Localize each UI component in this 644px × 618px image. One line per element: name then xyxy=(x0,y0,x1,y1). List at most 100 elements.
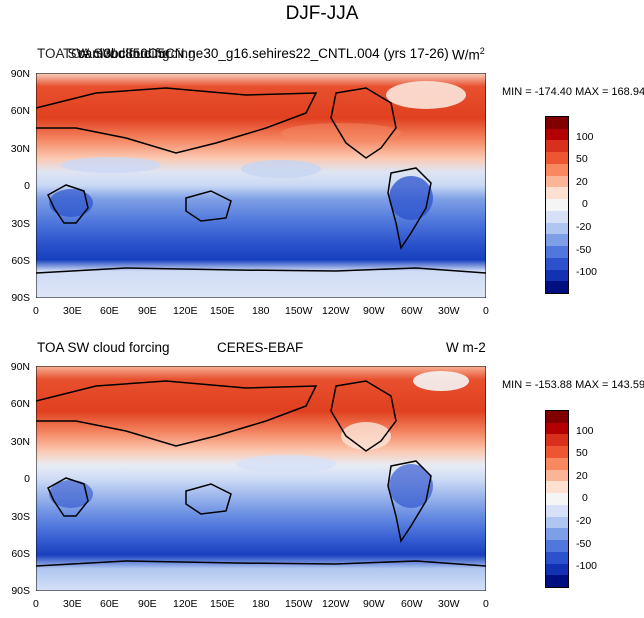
panel1-equatorial-pacific xyxy=(241,160,321,178)
colorbar-swatch xyxy=(546,175,568,188)
panel2-map xyxy=(35,365,487,592)
panel2-australia-coastline xyxy=(185,483,232,515)
lon-label: 0 xyxy=(483,598,489,610)
colorbar-swatch xyxy=(546,140,568,153)
lon-label: 60E xyxy=(100,598,119,610)
panel2-africa-coastline xyxy=(47,477,89,517)
colorbar-swatch xyxy=(546,551,568,564)
lon-label: 0 xyxy=(33,305,39,317)
panel2-equatorial-pacific xyxy=(236,455,336,473)
colorbar-swatch xyxy=(546,457,568,470)
lon-label: 150E xyxy=(210,598,235,610)
panel2-south-africa-region xyxy=(49,480,93,508)
lat-label: 30S xyxy=(11,511,30,523)
colorbar-label: 50 xyxy=(576,447,588,459)
colorbar-swatch xyxy=(546,222,568,235)
lon-label: 60W xyxy=(401,305,423,317)
panel1-map xyxy=(35,72,487,299)
panel1-map-svg xyxy=(35,72,487,299)
colorbar-label: -20 xyxy=(576,221,592,233)
lat-label: 60S xyxy=(11,548,30,560)
lat-label: 30N xyxy=(10,436,30,448)
colorbar-swatch xyxy=(546,493,568,505)
panel1-colorbar xyxy=(545,116,569,294)
colorbar-swatch xyxy=(546,575,568,587)
colorbar-swatch xyxy=(546,257,568,270)
colorbar-label: 20 xyxy=(576,176,588,188)
colorbar-swatch xyxy=(546,434,568,447)
lon-label: 150E xyxy=(210,305,235,317)
colorbar-swatch xyxy=(546,117,568,129)
panel1-units-text: W/m xyxy=(452,47,480,63)
panel2-north-america-coastline xyxy=(330,380,397,452)
lat-label: 0 xyxy=(24,180,30,192)
colorbar-swatch xyxy=(546,128,568,141)
lon-label: 120E xyxy=(173,598,198,610)
panel2-map-svg xyxy=(35,365,487,592)
lat-label: 90S xyxy=(11,292,30,304)
lat-label: 90N xyxy=(10,361,30,373)
colorbar-swatch xyxy=(546,446,568,458)
lon-label: 90W xyxy=(363,305,385,317)
colorbar-label: -100 xyxy=(576,266,598,278)
panel2-greenland-region xyxy=(413,371,469,391)
panel1-amazon-region xyxy=(389,176,433,220)
colorbar-swatch xyxy=(546,528,568,541)
panel1-left-title: TOA SW cloud forcing xyxy=(37,46,170,61)
lon-label: 120E xyxy=(173,305,198,317)
colorbar-swatch xyxy=(546,281,568,293)
panel2-south-america-coastline xyxy=(387,460,432,543)
colorbar-label: 0 xyxy=(582,198,588,210)
colorbar-swatch xyxy=(546,152,568,164)
panel2-antarctica-coastline xyxy=(35,560,487,567)
lat-label: 0 xyxy=(24,473,30,485)
panel2-units: W m-2 xyxy=(446,340,486,355)
panel1-africa-coastline xyxy=(47,184,89,224)
panel2-eurasia-coastline xyxy=(35,380,318,447)
colorbar-label: 20 xyxy=(576,470,588,482)
colorbar-swatch xyxy=(546,516,568,529)
panel1-south-america-coastline xyxy=(387,167,432,250)
panel1-units: W/m2 xyxy=(452,46,485,63)
colorbar-label: -50 xyxy=(576,538,592,550)
lon-label: 60W xyxy=(401,598,423,610)
lon-label: 30E xyxy=(63,598,82,610)
lon-label: 30W xyxy=(438,598,460,610)
panel2-left-title: TOA SW cloud forcing xyxy=(37,340,170,355)
lon-label: 0 xyxy=(33,598,39,610)
panel1-overlap-title: TOA SW cloud forcing xyxy=(63,46,196,61)
colorbar-label: 0 xyxy=(582,492,588,504)
lon-label: 0 xyxy=(483,305,489,317)
colorbar-swatch xyxy=(546,411,568,423)
panel1-antarctica-coastline xyxy=(35,267,487,274)
lat-label: 30S xyxy=(11,218,30,230)
lon-label: 120W xyxy=(322,598,350,610)
panel2-amazon-region xyxy=(389,464,433,508)
lat-label: 90S xyxy=(11,585,30,597)
colorbar-swatch xyxy=(546,469,568,482)
lon-label: 120W xyxy=(322,305,350,317)
colorbar-swatch xyxy=(546,269,568,282)
panel1-pacific-highlight xyxy=(281,123,401,143)
colorbar-swatch xyxy=(546,234,568,247)
panel2-minmax-stats: MIN = -153.88 MAX = 143.59 xyxy=(502,379,644,391)
lon-label: 90E xyxy=(138,598,157,610)
panel1-north-america-coastline xyxy=(330,87,397,159)
lon-label: 90W xyxy=(363,598,385,610)
figure-title: DJF-JJA xyxy=(285,3,359,24)
panel2-lat-axis: 90N 60N 30N 0 30S 60S 90S xyxy=(0,361,34,597)
colorbar-label: 50 xyxy=(576,153,588,165)
panel1-australia-coastline xyxy=(185,190,232,222)
panel2-lon-axis: 0 30E 60E 90E 120E 150E 180 150W 120W 90… xyxy=(33,598,489,612)
lon-label: 30E xyxy=(63,305,82,317)
colorbar-swatch xyxy=(546,422,568,435)
lon-label: 60E xyxy=(100,305,119,317)
colorbar-swatch xyxy=(546,210,568,223)
panel1-colorbar-labels: 100 50 20 0 -20 -50 -100 xyxy=(572,131,632,291)
lon-label: 180 xyxy=(252,598,270,610)
panel2-colorbar-labels: 100 50 20 0 -20 -50 -100 xyxy=(572,425,632,585)
lat-label: 90N xyxy=(10,68,30,80)
panel1-lon-axis: 0 30E 60E 90E 120E 150E 180 150W 120W 90… xyxy=(33,305,489,319)
lon-label: 90E xyxy=(138,305,157,317)
lon-label: 30W xyxy=(438,305,460,317)
